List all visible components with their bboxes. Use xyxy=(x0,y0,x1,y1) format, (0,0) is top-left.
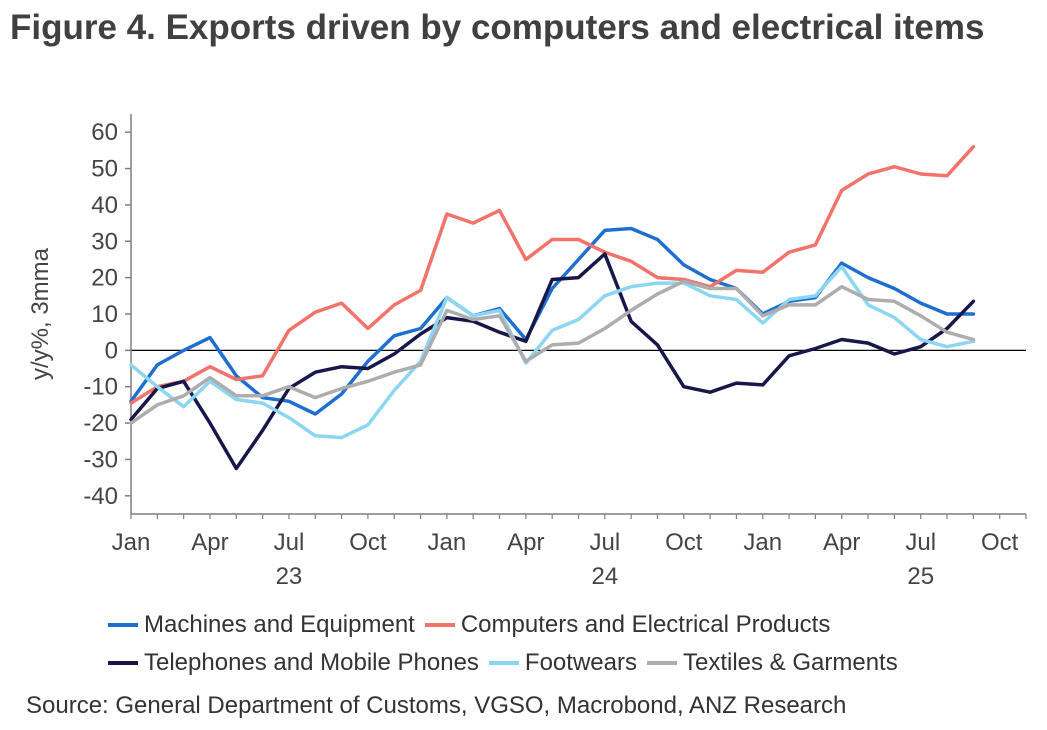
x-tick-label: Jan xyxy=(112,529,151,556)
x-tick-label: Oct xyxy=(349,529,387,556)
series-line-textiles-garments xyxy=(129,279,976,425)
legend-row-2: Telephones and Mobile Phones Footwears Tex… xyxy=(108,644,1028,682)
legend-item: Telephones and Mobile Phones xyxy=(108,649,479,677)
series-line-footwears xyxy=(129,264,976,440)
series-line-telephones-and-mobile-phones xyxy=(129,252,976,471)
legend-item: Machines and Equipment xyxy=(108,611,415,639)
legend-item: Textiles & Garments xyxy=(646,649,898,677)
legend-swatch xyxy=(108,661,138,665)
x-tick-label: Jan xyxy=(743,529,782,556)
y-tick-label: 10 xyxy=(91,301,118,328)
y-tick-label: 50 xyxy=(91,156,118,183)
legend-swatch xyxy=(488,661,519,665)
y-tick-label: 0 xyxy=(105,337,118,364)
series-lines xyxy=(129,144,976,471)
chart-title: Figure 4. Exports driven by computers an… xyxy=(10,8,985,47)
legend-swatch xyxy=(646,661,677,665)
legend-row-1: Machines and Equipment Computers and Elec… xyxy=(108,606,1028,644)
x-tick-label: Apr xyxy=(191,529,228,556)
x-tick-label: Apr xyxy=(823,529,860,556)
legend-label: Machines and Equipment xyxy=(144,611,415,638)
y-tick-label: 40 xyxy=(91,192,118,219)
y-axis-title: y/y%, 3mma xyxy=(27,247,54,380)
y-tick-label: 60 xyxy=(91,119,118,146)
x-year-label: 25 xyxy=(907,563,934,590)
y-tick-label: -40 xyxy=(83,483,118,510)
y-tick-label: -30 xyxy=(83,446,118,473)
legend-item: Footwears xyxy=(488,649,637,677)
legend-swatch xyxy=(424,623,455,627)
y-tick-label: -20 xyxy=(83,410,118,437)
x-year-label: 23 xyxy=(276,563,303,590)
y-tick-label: 20 xyxy=(91,265,118,292)
x-tick-label: Apr xyxy=(507,529,544,556)
legend: Machines and Equipment Computers and Elec… xyxy=(108,606,1028,682)
axes: 60 50 40 30 20 10 0 -10 -20 -30 -40 Jan Apr Jul Oct Jan… xyxy=(83,114,1027,590)
x-year-label: 24 xyxy=(591,563,618,590)
legend-item: Computers and Electrical Products xyxy=(424,611,831,639)
legend-label: Textiles & Garments xyxy=(682,649,898,676)
x-tick-label: Jan xyxy=(428,529,467,556)
series-line-machines-and-equipment xyxy=(129,226,976,416)
line-chart: 60 50 40 30 20 10 0 -10 -20 -30 -40 Jan Apr Jul Oct Jan… xyxy=(27,114,1027,590)
legend-swatch xyxy=(108,623,138,627)
legend-label: Footwears xyxy=(524,649,637,676)
x-tick-label: Jul xyxy=(905,529,936,556)
y-tick-label: -10 xyxy=(83,374,118,401)
source-note: Source: General Department of Customs, V… xyxy=(26,692,847,719)
legend-label: Computers and Electrical Products xyxy=(460,611,831,638)
x-tick-label: Oct xyxy=(981,529,1019,556)
y-tick-label: 30 xyxy=(91,228,118,255)
x-tick-label: Jul xyxy=(274,529,305,556)
x-tick-label: Oct xyxy=(665,529,703,556)
legend-label: Telephones and Mobile Phones xyxy=(144,649,479,676)
x-tick-label: Jul xyxy=(589,529,620,556)
series-line-computers-and-electrical-products xyxy=(129,144,976,405)
